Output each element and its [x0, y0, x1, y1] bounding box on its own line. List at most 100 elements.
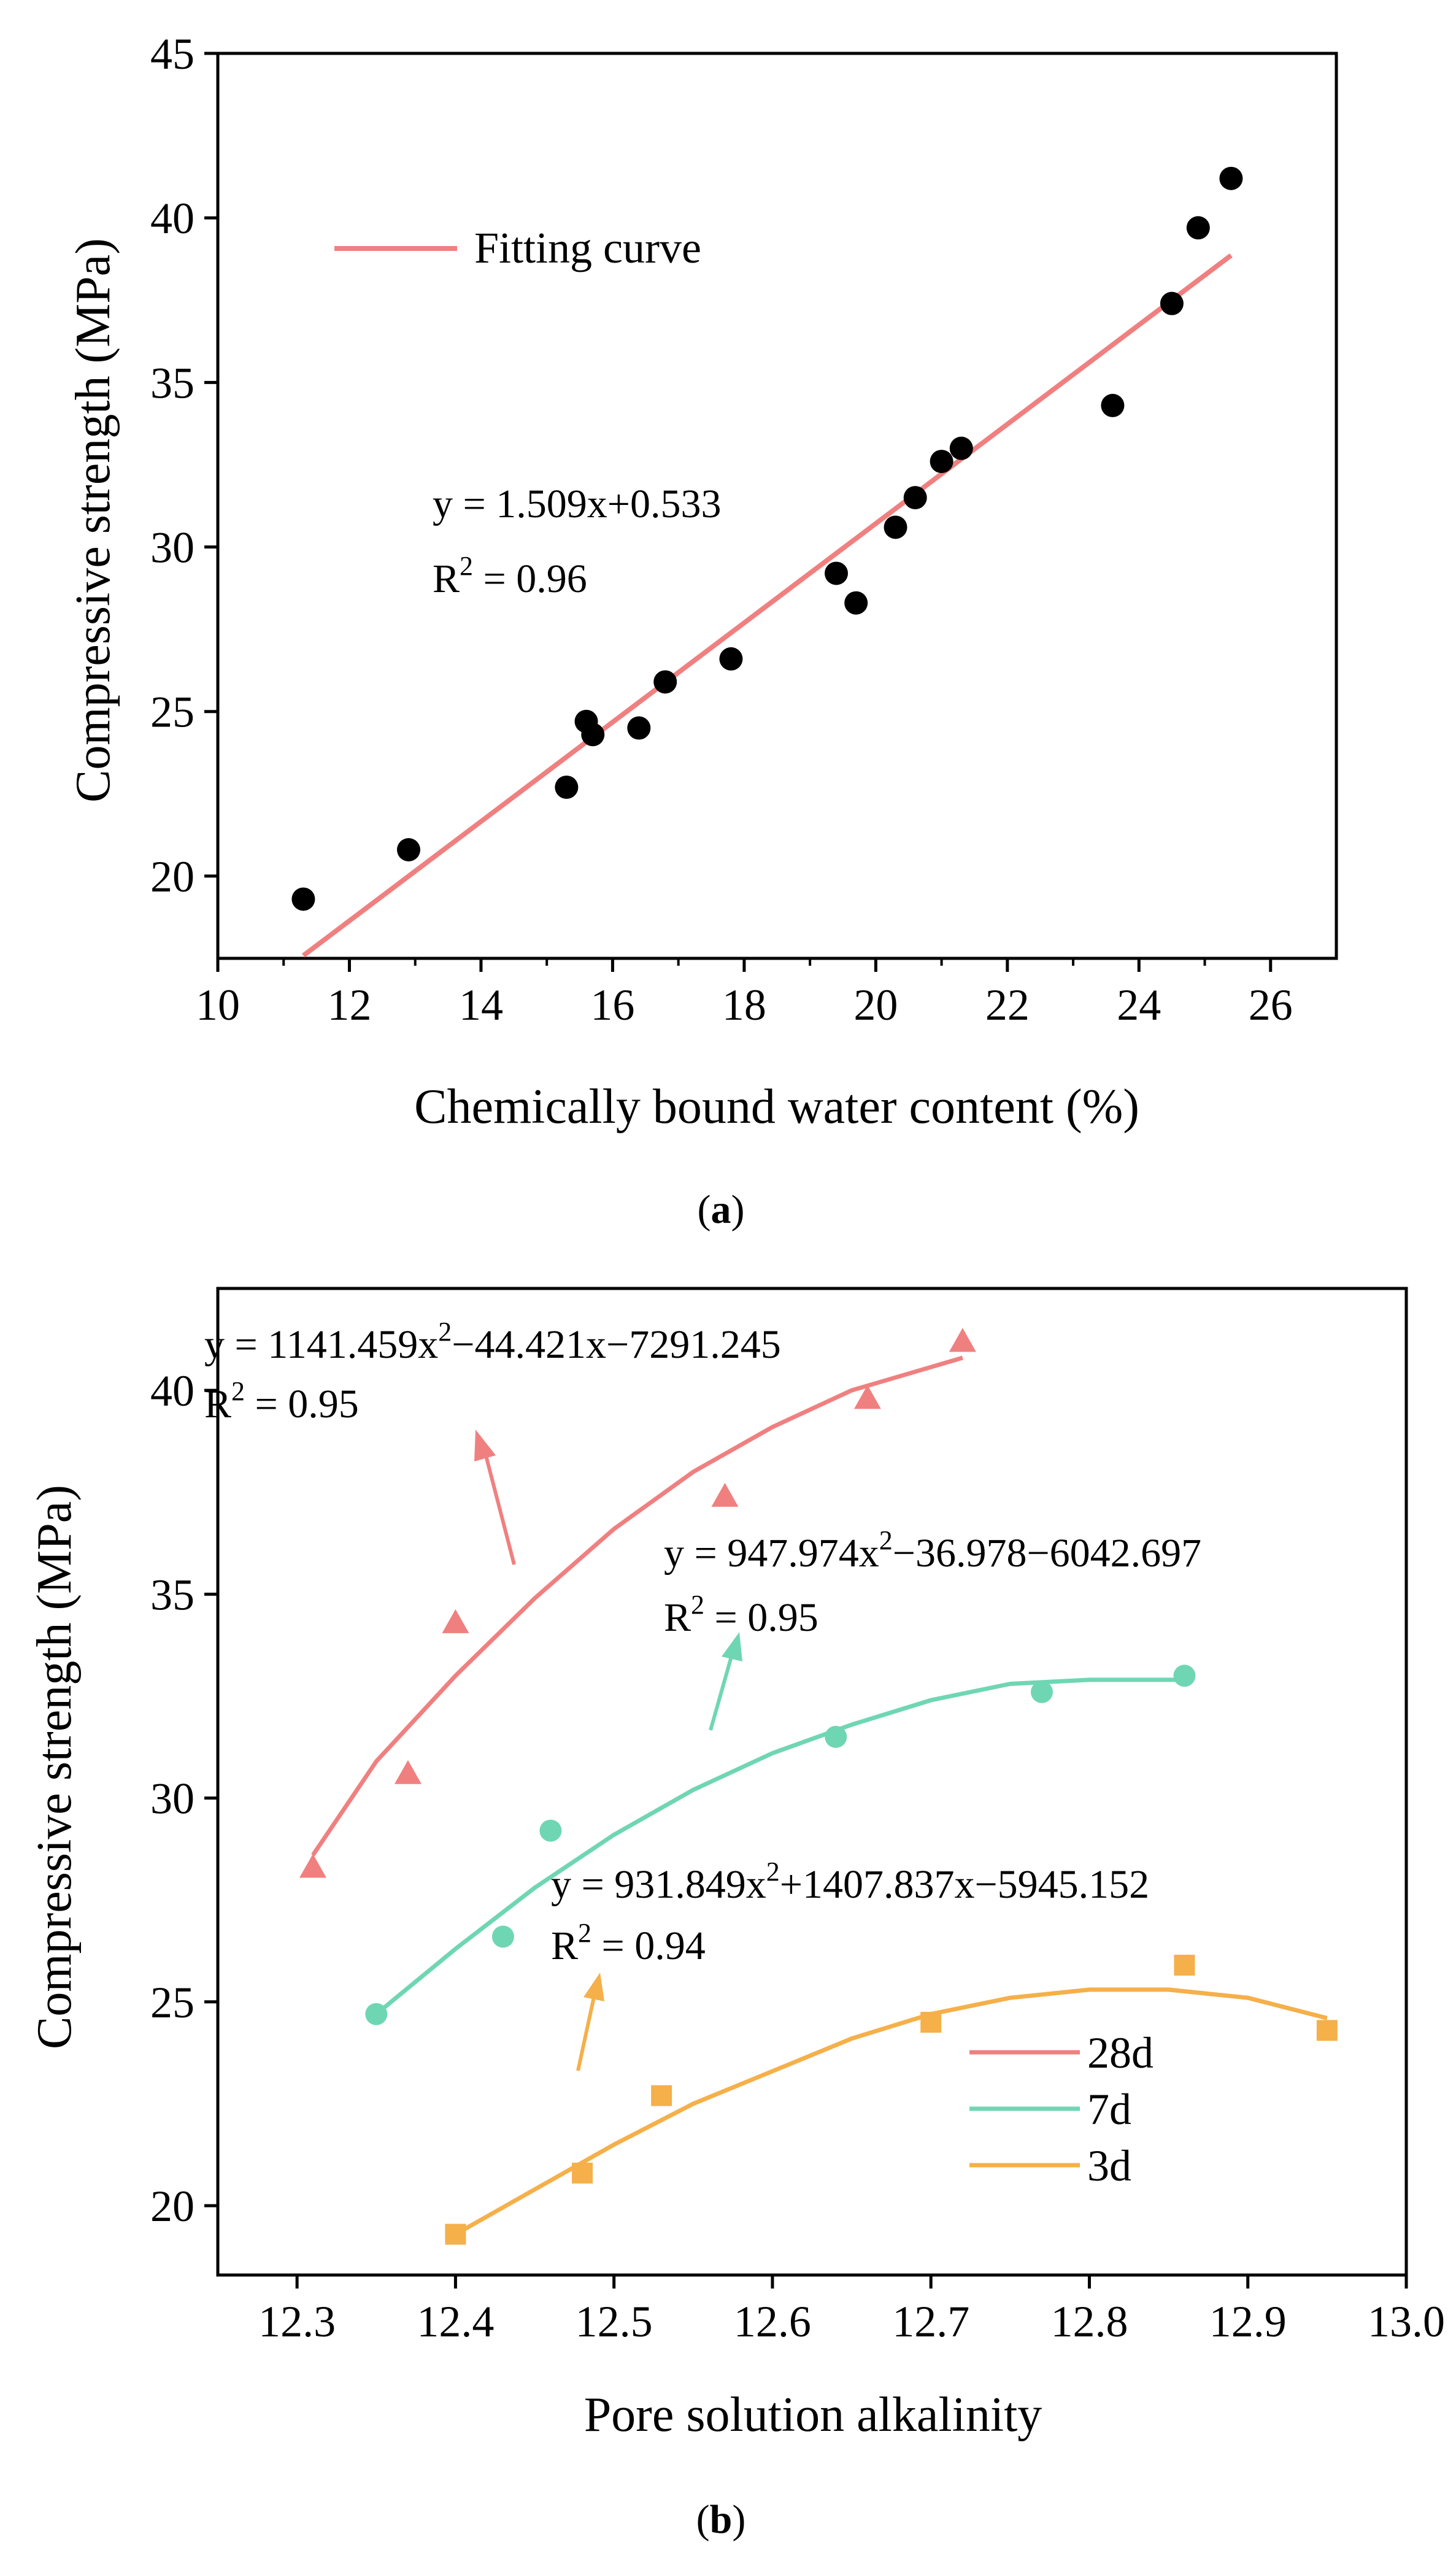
panel-a-x-tick-label-2: 14 — [459, 980, 503, 1030]
panel-a-y-tick-label-4: 40 — [150, 194, 195, 243]
panel-a-x-axis-label: Chemically bound water content (%) — [414, 1080, 1139, 1134]
panel-b-curve-3d — [454, 1987, 1328, 2236]
panel-b-x-tick-label-2: 12.5 — [576, 2297, 653, 2346]
panel-a-legend-label: Fitting curve — [474, 223, 701, 272]
panel-a-r2-superscript: 2 — [460, 551, 473, 581]
panel-b-arrow-3d — [576, 1973, 604, 2071]
panel-a-point-12 — [930, 450, 953, 474]
panel-b-caption-letter: b — [710, 2497, 733, 2542]
panel-b-equation-7d: y = 947.974x2−36.978−6042.697 — [664, 1525, 1201, 1576]
panel-a-y-tick-label-5: 45 — [150, 29, 195, 79]
panel-b-point-7d-1 — [491, 1925, 514, 1948]
panel-b-r2-28d: R2 = 0.95 — [204, 1376, 359, 1426]
panel-a-x-tick-label-5: 20 — [853, 980, 898, 1030]
panel-a-y-tick-label-2: 30 — [150, 523, 195, 572]
panel-a-points — [291, 166, 1243, 911]
panel-b-curve-7d — [375, 1677, 1185, 2016]
panel-b-points — [299, 1328, 1338, 2245]
panel-b-x-tick-label-4: 12.7 — [892, 2297, 969, 2346]
panel-b-point-28d-0 — [299, 1854, 326, 1878]
panel-b-point-7d-2 — [539, 1819, 562, 1842]
panel-b-r2-3d: R2 = 0.94 — [551, 1918, 706, 1968]
panel-b-y-tick-label-1: 25 — [150, 1978, 195, 2027]
panel-a: 10 12 14 16 18 20 22 24 26 20 25 30 35 40 45 Fitting … — [66, 29, 1338, 1134]
panel-b-point-3d-1 — [572, 2162, 593, 2184]
panel-a-point-8 — [825, 561, 849, 585]
panel-a-fit-line — [301, 253, 1233, 958]
panel-a-y-tick-label-3: 35 — [150, 358, 195, 407]
legend-label-28d: 28d — [1087, 2028, 1154, 2077]
panel-a-r2-prefix: R — [433, 556, 460, 601]
panel-b-legend: 28d 7d 3d — [969, 2028, 1154, 2190]
panel-b-point-3d-0 — [445, 2223, 466, 2245]
panel-b-y-tick-label-2: 30 — [150, 1774, 195, 1823]
panel-b-point-28d-4 — [853, 1385, 881, 1409]
legend-label-7d: 7d — [1087, 2085, 1131, 2134]
panel-b-x-ticks: 12.3 12.4 12.5 12.6 12.7 12.8 12.9 13.0 — [258, 2275, 1445, 2346]
panel-a-x-ticks: 10 12 14 16 18 20 22 24 26 — [196, 958, 1293, 1030]
panel-a-x-tick-label-0: 10 — [196, 980, 240, 1030]
panel-b-y-tick-label-0: 20 — [150, 2182, 195, 2231]
panel-b-point-7d-5 — [1173, 1665, 1196, 1687]
panel-b-point-28d-1 — [394, 1760, 422, 1784]
panel-a-x-tick-label-7: 24 — [1117, 980, 1161, 1030]
panel-a-x-tick-label-3: 16 — [590, 980, 634, 1030]
panel-b-y-axis-label: Compressive strength (MPa) — [28, 1485, 82, 2049]
panel-a-caption-letter: a — [711, 1187, 731, 1232]
panel-a-point-0 — [291, 887, 315, 911]
panel-b-r2-7d: R2 = 0.95 — [664, 1590, 819, 1640]
panel-b-x-tick-label-7: 13.0 — [1368, 2297, 1445, 2346]
panel-a-plot-frame — [216, 52, 1338, 960]
panel-a-y-tick-label-1: 25 — [150, 688, 195, 737]
panel-b-equation-28d: y = 1141.459x2−44.421x−7291.245 — [204, 1317, 781, 1367]
panel-a-y-tick-label-0: 20 — [150, 852, 195, 901]
panel-a-x-tick-label-4: 18 — [722, 980, 766, 1030]
panel-b-point-7d-4 — [1030, 1680, 1053, 1703]
panel-a-point-2 — [555, 776, 579, 799]
panel-a-x-tick-label-1: 12 — [327, 980, 371, 1030]
panel-a-caption: (a) — [698, 1187, 745, 1232]
panel-b-caption: (b) — [696, 2497, 746, 2542]
panel-b-y-tick-label-4: 40 — [150, 1366, 195, 1415]
panel-b-equation-3d: y = 931.849x2+1407.837x−5945.152 — [551, 1857, 1149, 1907]
panel-b-arrow-28d — [474, 1430, 516, 1565]
panel-a-x-tick-label-8: 26 — [1249, 980, 1293, 1030]
legend-label-3d: 3d — [1087, 2141, 1131, 2190]
panel-b-x-tick-label-5: 12.8 — [1050, 2297, 1128, 2346]
panel-b-arrow-7d — [709, 1632, 742, 1731]
panel-b-y-ticks: 20 25 30 35 40 — [150, 1366, 218, 2231]
panel-b-x-tick-label-0: 12.3 — [258, 2297, 336, 2346]
panel-a-point-6 — [653, 670, 677, 694]
panel-a-point-13 — [949, 436, 973, 460]
panel-b-point-3d-5 — [1316, 2020, 1338, 2041]
panel-b-plot-frame — [216, 1287, 1408, 2277]
panel-b-x-tick-label-6: 12.9 — [1209, 2297, 1287, 2346]
panel-b-x-tick-label-3: 12.6 — [734, 2297, 811, 2346]
panel-b-point-7d-0 — [365, 2003, 388, 2025]
panel-a-point-11 — [903, 486, 927, 510]
panel-b-x-axis-label: Pore solution alkalinity — [584, 2388, 1042, 2442]
panel-a-x-tick-label-6: 22 — [985, 980, 1030, 1030]
panel-a-y-axis-label: Compressive strength (MPa) — [66, 238, 120, 803]
panel-a-point-14 — [1101, 393, 1125, 417]
panel-b-curves — [311, 1355, 1328, 2236]
panel-b-point-28d-2 — [442, 1609, 469, 1633]
panel-a-point-17 — [1219, 166, 1243, 190]
panel-a-r-squared: R2 = 0.96 — [433, 551, 587, 601]
panel-b-point-7d-3 — [825, 1725, 847, 1748]
panel-b-point-28d-5 — [949, 1328, 976, 1352]
panel-a-fit-equation: y = 1.509x+0.533 — [433, 482, 721, 526]
panel-a-point-16 — [1186, 216, 1210, 240]
panel-b: 12.3 12.4 12.5 12.6 12.7 12.8 12.9 13.0 20 25 30 3… — [28, 1287, 1445, 2442]
panel-a-point-1 — [396, 838, 420, 861]
panel-a-point-15 — [1160, 291, 1184, 315]
panel-b-x-tick-label-1: 12.4 — [417, 2297, 494, 2346]
panel-a-point-9 — [844, 591, 868, 615]
panel-b-point-28d-3 — [711, 1482, 739, 1507]
panel-a-point-7 — [719, 647, 743, 671]
panel-a-point-10 — [884, 515, 907, 539]
panel-a-point-4 — [581, 723, 605, 747]
panel-b-point-3d-4 — [1174, 1955, 1195, 1976]
panel-a-fit-layer — [301, 253, 1233, 958]
